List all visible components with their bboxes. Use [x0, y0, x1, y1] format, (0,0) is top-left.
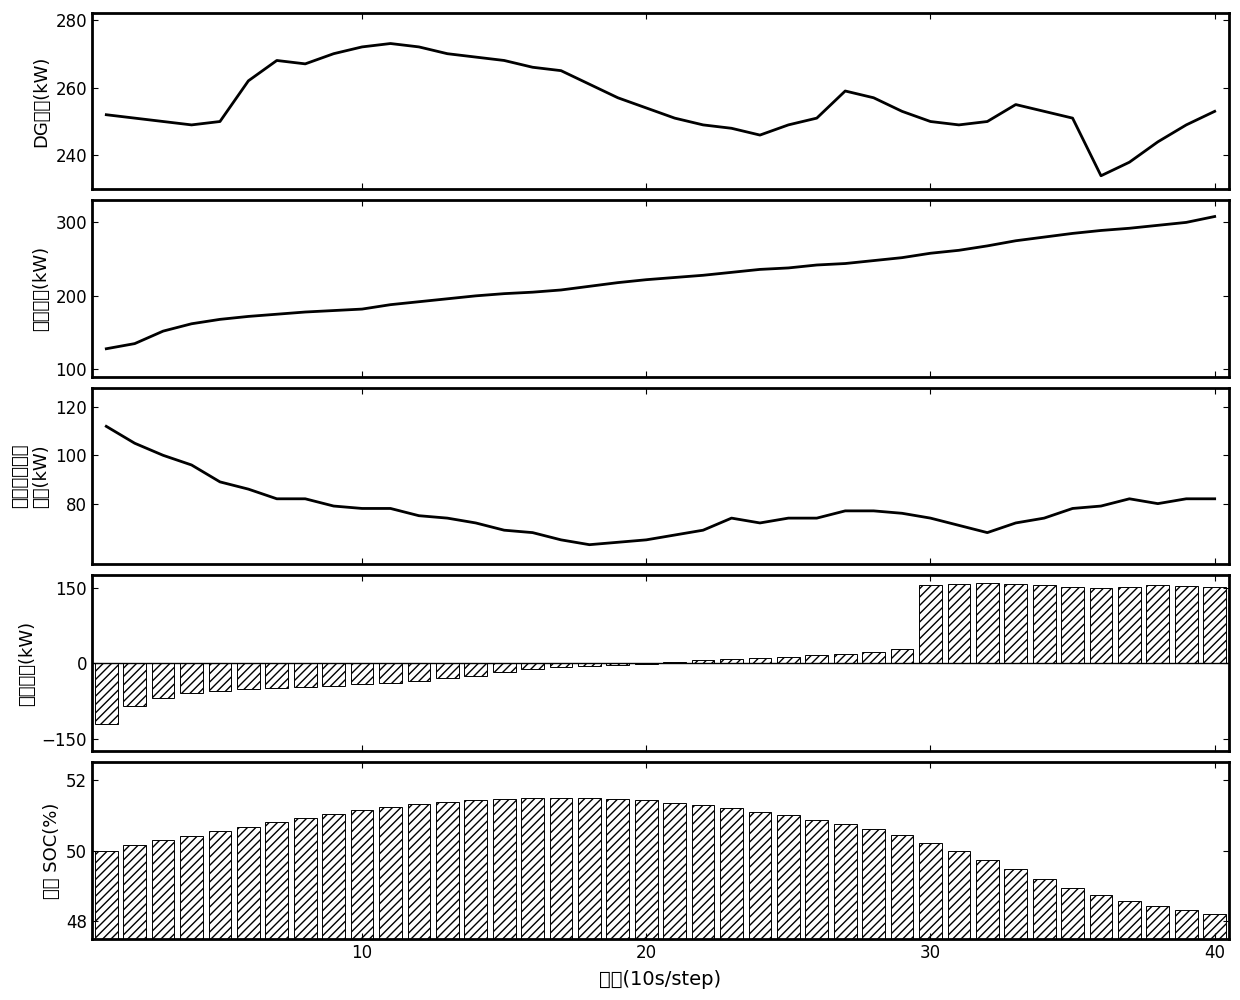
Bar	[1061, 587, 1084, 663]
Bar	[1090, 588, 1112, 663]
Bar	[151, 663, 175, 698]
Bar	[436, 663, 459, 678]
Bar	[294, 818, 316, 939]
Bar	[919, 585, 942, 663]
Bar	[635, 800, 657, 939]
Bar	[1033, 585, 1055, 663]
Bar	[1004, 869, 1027, 939]
Y-axis label: 负荷出力(kW): 负荷出力(kW)	[32, 246, 50, 331]
Bar	[578, 663, 601, 666]
Bar	[549, 663, 573, 667]
Bar	[749, 812, 771, 939]
Bar	[777, 657, 800, 663]
Bar	[606, 663, 629, 665]
Bar	[663, 662, 686, 663]
Bar	[890, 649, 914, 663]
Bar	[692, 805, 714, 939]
Bar	[379, 807, 402, 939]
Bar	[123, 845, 146, 939]
Bar	[833, 824, 857, 939]
Bar	[465, 800, 487, 939]
Bar	[521, 663, 544, 669]
Bar	[1061, 888, 1084, 939]
Bar	[322, 663, 345, 686]
Bar	[1174, 586, 1198, 663]
Bar	[208, 831, 232, 939]
Bar	[578, 798, 601, 939]
Bar	[549, 798, 573, 939]
Bar	[408, 804, 430, 939]
Bar	[322, 814, 345, 939]
Bar	[351, 663, 373, 684]
Bar	[436, 802, 459, 939]
Bar	[208, 663, 232, 691]
Y-axis label: 微型燃气轮机
出力(kW): 微型燃气轮机 出力(kW)	[11, 444, 50, 508]
Bar	[95, 851, 118, 939]
Bar	[720, 659, 743, 663]
Bar	[777, 815, 800, 939]
Bar	[521, 798, 544, 939]
Bar	[833, 654, 857, 663]
Bar	[180, 836, 203, 939]
Bar	[1118, 901, 1141, 939]
Bar	[663, 803, 686, 939]
Y-axis label: 储能出力(kW): 储能出力(kW)	[19, 621, 36, 706]
Bar	[351, 810, 373, 939]
Bar	[720, 808, 743, 939]
Bar	[806, 820, 828, 939]
Bar	[919, 843, 942, 939]
Bar	[1004, 584, 1027, 663]
Bar	[947, 584, 970, 663]
Bar	[265, 822, 288, 939]
Bar	[379, 663, 402, 683]
Bar	[123, 663, 146, 706]
Bar	[1118, 587, 1141, 663]
Bar	[294, 663, 316, 687]
Bar	[890, 835, 914, 939]
Bar	[692, 660, 714, 663]
Bar	[151, 840, 175, 939]
Bar	[1174, 910, 1198, 939]
Bar	[606, 799, 629, 939]
Y-axis label: DG出力(kW): DG出力(kW)	[32, 55, 50, 147]
Bar	[976, 860, 998, 939]
Bar	[1147, 585, 1169, 663]
Y-axis label: 储能 SOC(%): 储能 SOC(%)	[42, 802, 61, 899]
Bar	[947, 851, 970, 939]
Bar	[492, 799, 516, 939]
Bar	[265, 663, 288, 688]
Bar	[1203, 587, 1226, 663]
Bar	[465, 663, 487, 676]
Bar	[1033, 879, 1055, 939]
Bar	[862, 652, 885, 663]
Bar	[1090, 895, 1112, 939]
Bar	[237, 827, 259, 939]
Bar	[492, 663, 516, 672]
Bar	[976, 583, 998, 663]
Bar	[237, 663, 259, 689]
Bar	[862, 829, 885, 939]
Bar	[95, 663, 118, 724]
Bar	[1203, 914, 1226, 939]
Bar	[1147, 906, 1169, 939]
Bar	[749, 658, 771, 663]
Bar	[180, 663, 203, 693]
X-axis label: 时步(10s/step): 时步(10s/step)	[599, 970, 722, 989]
Bar	[806, 655, 828, 663]
Bar	[408, 663, 430, 681]
